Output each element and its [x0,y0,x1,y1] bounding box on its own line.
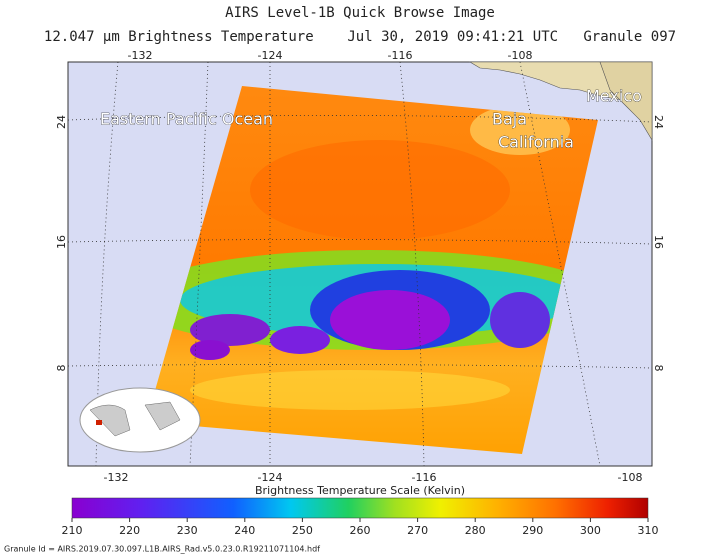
place-label: Eastern Pacific Ocean [100,110,273,129]
lon-label: -132 [128,49,153,62]
colorbar-tick-label: 260 [350,524,371,537]
lat-label: 8 [652,365,665,372]
colorbar [71,497,649,519]
title: AIRS Level-1B Quick Browse Image [225,5,495,21]
lat-label: 24 [55,115,68,129]
colorbar-tick-label: 300 [580,524,601,537]
inset-marker [96,420,102,425]
lon-label: -108 [618,471,643,484]
lon-label: -124 [258,471,283,484]
colorbar-tick-label: 240 [234,524,255,537]
lat-label: 8 [55,365,68,372]
lon-label: -132 [104,471,129,484]
colorbar-tick-label: 290 [522,524,543,537]
place-label: Mexico [586,87,642,106]
land [599,61,653,142]
map: Eastern Pacific Ocean Baja California Me… [67,61,653,467]
subtitle: 12.047 μm Brightness Temperature Jul 30,… [44,29,676,45]
colorbar-tick-label: 310 [638,524,659,537]
lon-label: -108 [508,49,533,62]
graticule [67,61,653,467]
colorbar-title: Brightness Temperature Scale (Kelvin) [255,484,465,497]
colorbar-tick-label: 220 [119,524,140,537]
lon-label: -116 [412,471,437,484]
lon-label: -116 [388,49,413,62]
colorbar-tick-label: 250 [292,524,313,537]
colorbar-tick-label: 270 [407,524,428,537]
lat-label: 24 [652,115,665,129]
swath [146,86,598,454]
lon-label: -124 [258,49,283,62]
lat-label: 16 [55,235,68,249]
colorbar-tick-label: 230 [177,524,198,537]
colorbar-tick-label: 280 [465,524,486,537]
footer: Granule Id = AIRS.2019.07.30.097.L1B.AIR… [4,545,320,554]
colorbar-tick-label: 210 [62,524,83,537]
inset-land [89,401,181,437]
place-label: Baja [492,110,527,129]
place-label: California [498,133,574,152]
lat-label: 16 [652,235,665,249]
